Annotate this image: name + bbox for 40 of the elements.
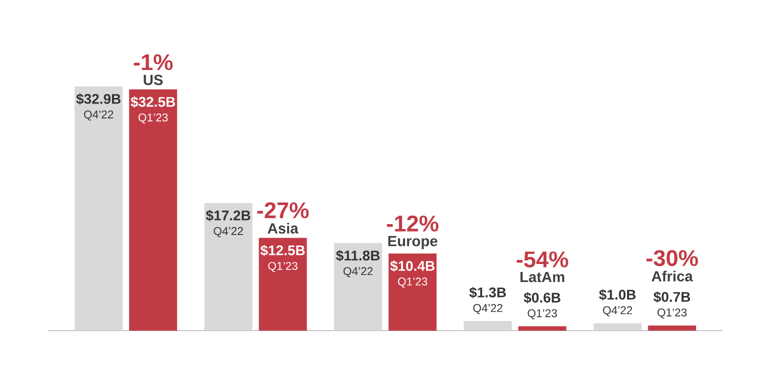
text: Q4’22	[344, 267, 373, 278]
data-label: $1.3B	[469, 286, 506, 298]
annotation: -12%	[387, 216, 438, 232]
annotation: -54%	[516, 251, 568, 268]
bar	[258, 238, 307, 331]
annotation: -30%	[646, 250, 698, 266]
series-label: Q4’22	[473, 304, 502, 314]
annotation: -27%	[257, 202, 309, 218]
bar	[518, 326, 566, 331]
text: Q4’22	[602, 306, 632, 316]
text: -1%	[134, 54, 173, 70]
data-label: $0.7B	[654, 291, 690, 303]
text: Q1’23	[528, 309, 557, 320]
data-label: $0.6B	[524, 292, 560, 304]
bar	[464, 321, 512, 331]
bar	[334, 243, 382, 331]
data-label: $17.2B	[206, 210, 250, 222]
data-label: $12.5B	[260, 244, 305, 256]
data-label: $32.9B	[76, 93, 121, 105]
data-label: $1.0B	[599, 289, 636, 301]
x-tick-label: LatAm	[520, 272, 564, 282]
text: Q1’23	[268, 262, 298, 272]
text: Q4’22	[214, 227, 243, 238]
bar	[594, 323, 642, 331]
x-tick-label: Africa	[652, 270, 693, 282]
x-tick-label: Europe	[388, 236, 438, 250]
text: Q1’23	[398, 278, 428, 288]
series-label: Q1’23	[657, 308, 687, 319]
text: Q4’22	[84, 110, 114, 121]
bar	[129, 89, 178, 331]
data-label: $10.4B	[390, 260, 435, 272]
data-label: $32.5B	[130, 96, 176, 108]
text: Q1’23	[138, 113, 168, 124]
bar	[204, 202, 252, 331]
bar	[648, 325, 696, 331]
x-tick-label: US	[144, 74, 163, 86]
bar	[388, 253, 437, 331]
x-tick-label: Asia	[268, 222, 298, 234]
bar	[74, 86, 123, 331]
data-label: $11.8B	[336, 250, 380, 262]
